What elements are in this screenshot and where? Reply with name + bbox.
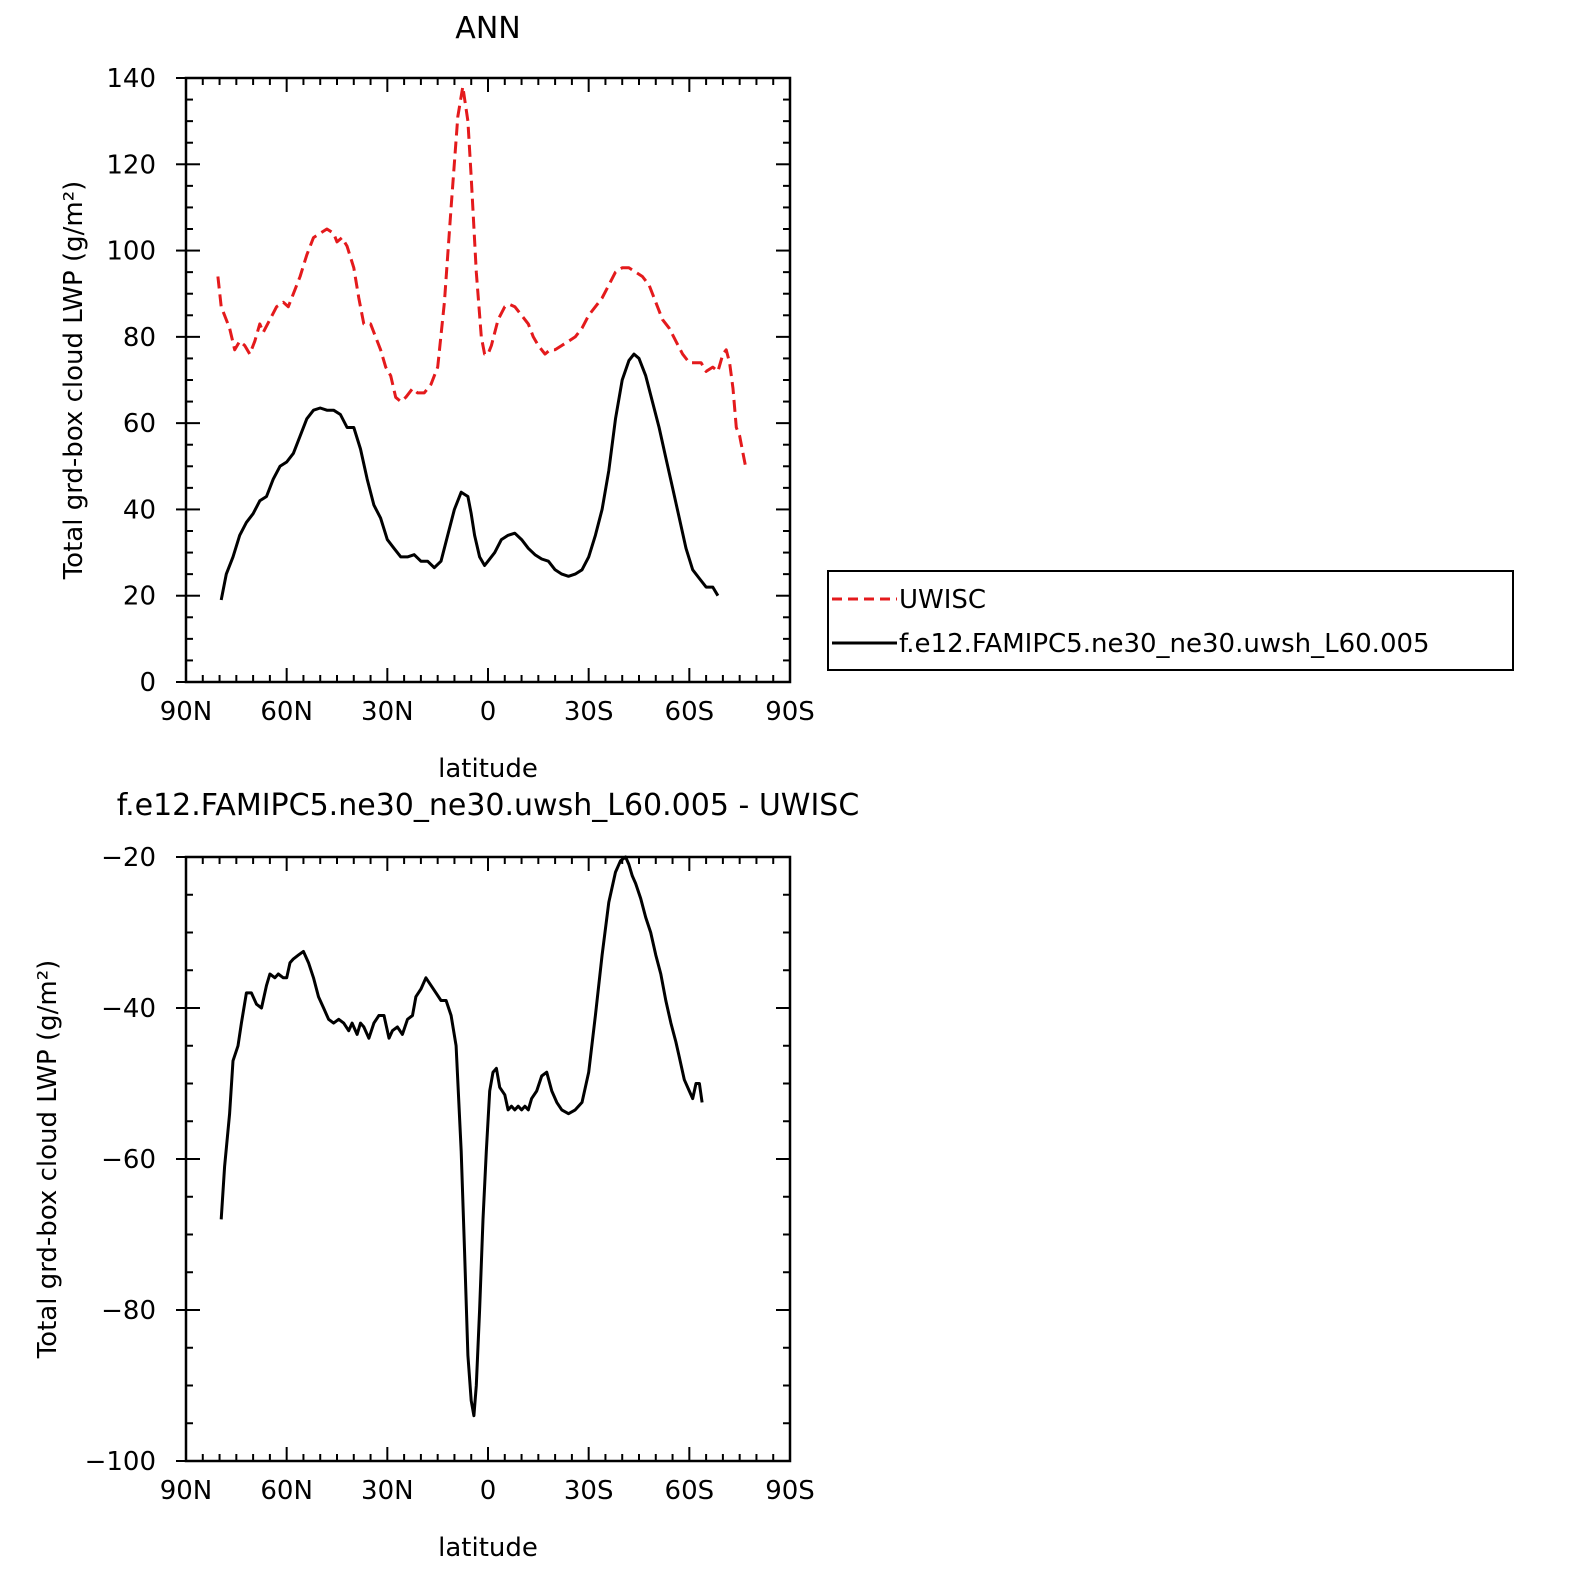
x-tick-label: 90S (765, 1476, 815, 1506)
x-tick-label: 30S (564, 1476, 614, 1506)
x-tick-label: 30N (361, 697, 414, 727)
top-plot-frame (184, 76, 792, 684)
legend-box (827, 570, 1514, 671)
x-tick-label: 90N (160, 697, 213, 727)
y-tick-label: −100 (85, 1447, 156, 1477)
legend: UWISC f.e12.FAMIPC5.ne30_ne30.uwsh_L60.0… (827, 570, 1514, 671)
y-tick-label: 80 (123, 323, 156, 353)
top-series-line-1 (219, 352, 720, 601)
x-tick-label: 0 (480, 1476, 497, 1506)
bottom-plot-frame (184, 855, 792, 1463)
top-y-axis-label: Total grd-box cloud LWP (g/m²) (59, 181, 89, 581)
x-tick-label: 60N (260, 697, 313, 727)
bottom-x-axis-label: latitude (438, 1533, 538, 1563)
y-tick-label: 40 (123, 495, 156, 525)
bottom-data-lines (219, 855, 704, 1418)
x-tick-label: 30N (361, 1476, 414, 1506)
top-axis-ticks: 90N 60N 30N 0 30S 60S 90S 0 20 40 60 80 100 120 140 (106, 64, 814, 727)
y-tick-label: −60 (101, 1145, 156, 1175)
y-tick-label: −80 (101, 1296, 156, 1326)
x-tick-label: 0 (480, 697, 497, 727)
bottom-panel: f.e12.FAMIPC5.ne30_ne30.uwsh_L60.005 - U… (33, 788, 859, 1563)
y-tick-label: 100 (106, 237, 156, 267)
y-tick-label: 140 (106, 64, 156, 94)
x-tick-label: 60N (260, 1476, 313, 1506)
y-tick-label: −40 (101, 994, 156, 1024)
legend-label-uwisc: UWISC (899, 585, 986, 615)
x-tick-label: 60S (665, 697, 715, 727)
bottom-series-line-0 (219, 855, 704, 1418)
x-tick-label: 30S (564, 697, 614, 727)
top-panel: ANN 90N 60N 30N 0 30S 60S 90S 0 20 40 60 80 100 120 14… (59, 11, 815, 784)
y-tick-label: 60 (123, 409, 156, 439)
x-tick-label: 90S (765, 697, 815, 727)
bottom-axis-ticks: 90N 60N 30N 0 30S 60S 90S −100 −80 −60 −40 −20 (85, 843, 815, 1506)
x-tick-label: 60S (665, 1476, 715, 1506)
bottom-y-axis-label: Total grd-box cloud LWP (g/m²) (33, 960, 63, 1360)
top-series-line-0 (216, 85, 748, 471)
y-tick-label: −20 (101, 843, 156, 873)
bottom-panel-title: f.e12.FAMIPC5.ne30_ne30.uwsh_L60.005 - U… (117, 788, 860, 823)
y-tick-label: 20 (123, 582, 156, 612)
top-x-axis-label: latitude (438, 754, 538, 784)
x-tick-label: 90N (160, 1476, 213, 1506)
top-data-lines (216, 85, 748, 601)
legend-label-model: f.e12.FAMIPC5.ne30_ne30.uwsh_L60.005 (899, 629, 1430, 659)
y-tick-label: 120 (106, 150, 156, 180)
y-tick-label: 0 (139, 668, 156, 698)
top-panel-title: ANN (455, 11, 520, 46)
